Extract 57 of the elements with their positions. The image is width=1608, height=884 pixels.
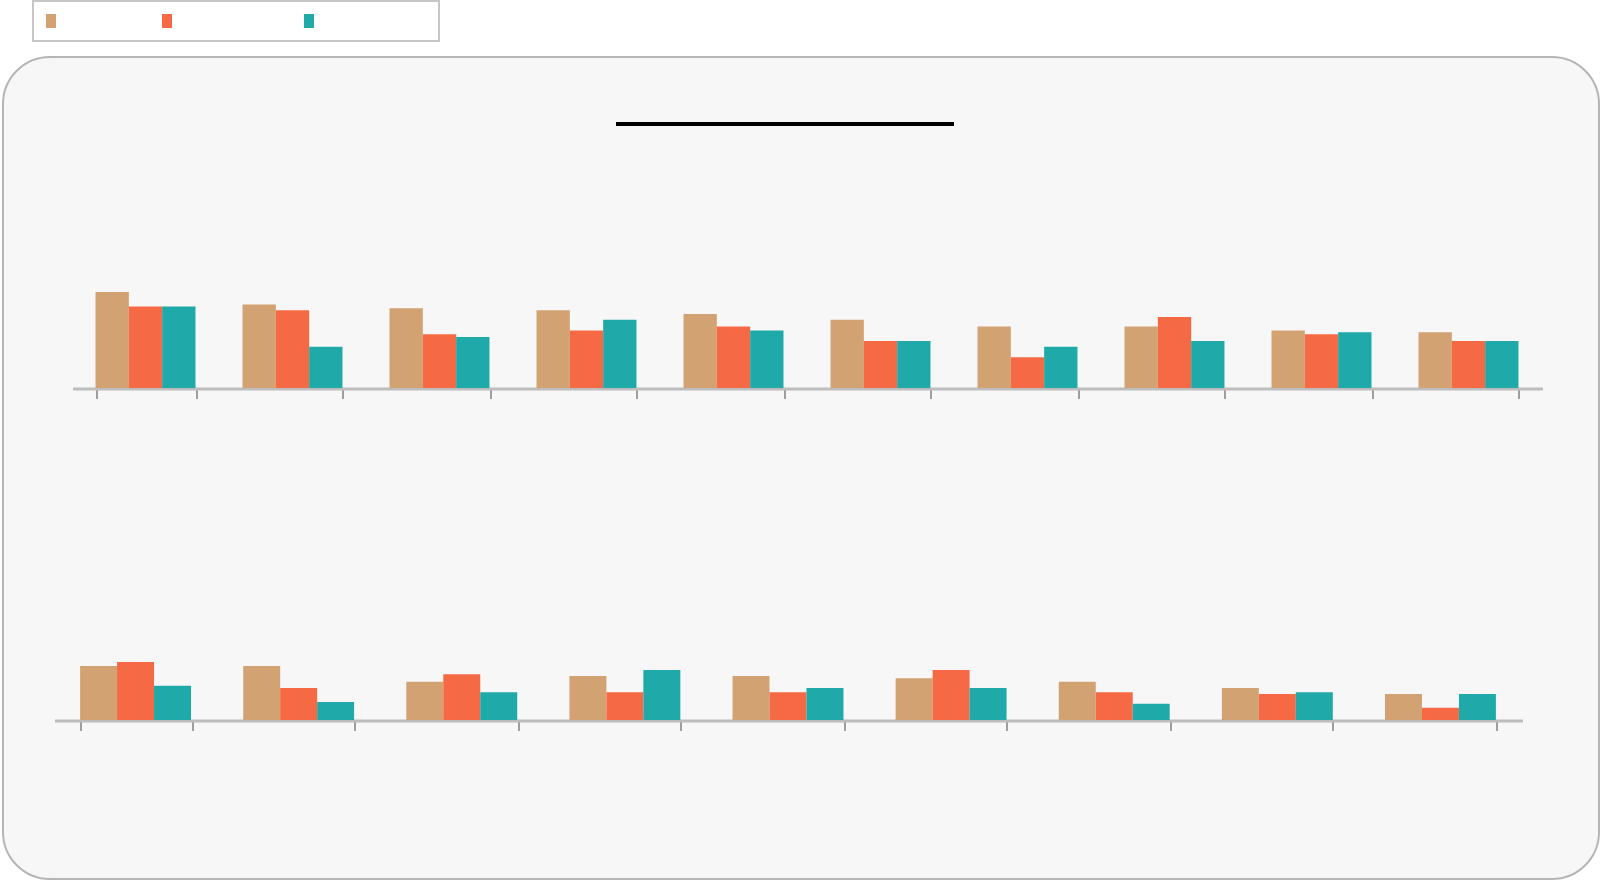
bar [406,681,444,720]
bar [969,688,1007,720]
bar [830,319,864,388]
bar [456,337,490,388]
bar [1132,703,1170,720]
bar [716,326,751,388]
bar [1258,693,1296,720]
bar [806,688,844,720]
bar [1418,332,1452,388]
bar [1191,340,1225,388]
bar [243,666,281,720]
bar [422,334,457,388]
bar [977,326,1011,388]
bar [128,306,163,388]
bar [154,685,192,720]
bar [162,306,196,388]
bar [280,688,318,720]
bar [242,304,276,388]
bar [117,662,155,720]
bar [1304,334,1339,388]
bar [389,308,423,388]
bar [569,675,607,720]
bar [1338,332,1372,388]
bar [1271,330,1305,388]
bar [1058,681,1096,720]
bar [1421,707,1459,720]
bar [732,675,770,720]
bar [536,310,570,388]
bar [1451,340,1486,388]
bar [643,670,681,720]
bar [1384,693,1422,720]
bar [897,340,931,388]
bar [603,319,637,388]
bar [1124,326,1158,388]
bar [317,702,355,720]
bar [769,692,807,720]
bar [683,314,717,388]
bar [895,678,933,720]
bar [932,670,970,720]
bar [750,330,784,388]
bar [1221,688,1259,720]
bar [80,666,118,720]
bar [275,310,310,388]
bar [1044,346,1078,388]
bar [1157,316,1192,388]
bar [1458,693,1496,720]
bar [480,692,518,720]
bar [863,340,898,388]
bar [606,692,644,720]
bar [1295,692,1333,720]
bar [1095,692,1133,720]
bar [1485,340,1519,388]
bar [1010,357,1045,388]
bar [95,292,129,388]
bar [569,330,604,388]
bar [309,346,343,388]
bar [443,674,481,720]
